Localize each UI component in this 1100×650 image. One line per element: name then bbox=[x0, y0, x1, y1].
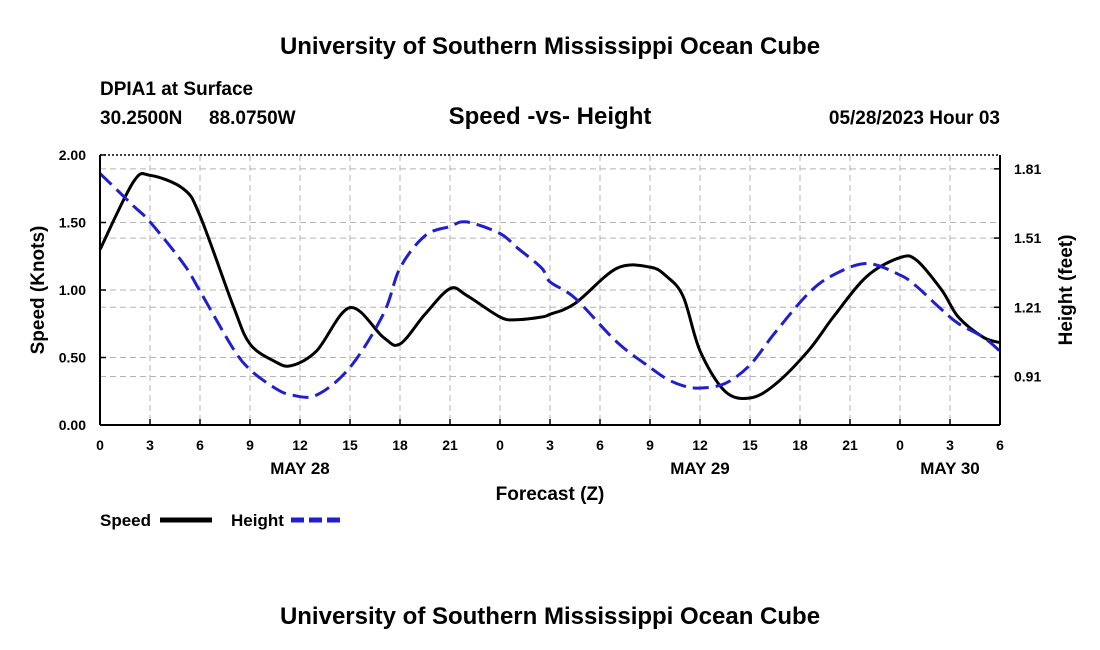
y-tick-label-right: 1.21 bbox=[1014, 299, 1041, 315]
y-tick-label-right: 1.51 bbox=[1014, 230, 1041, 246]
legend-label-speed: Speed bbox=[100, 511, 151, 530]
tick-labels: 0 3 6 9 12 15 18 21 0 3 6 9 12 15 18 21 0 3 6 MAY 28 MAY 29 M… bbox=[59, 147, 1042, 478]
forecast-timestamp: 05/28/2023 Hour 03 bbox=[829, 108, 1000, 129]
x-tick-label: 0 bbox=[96, 437, 104, 453]
legend-label-height: Height bbox=[231, 511, 284, 530]
x-tick-label: 3 bbox=[546, 437, 554, 453]
x-tick-label: 6 bbox=[596, 437, 604, 453]
legend: Speed Height bbox=[100, 511, 343, 530]
station-name: DPIA1 at Surface bbox=[100, 79, 253, 100]
x-tick-label: 21 bbox=[842, 437, 858, 453]
x-date-label: MAY 28 bbox=[270, 459, 330, 478]
chart-title: Speed -vs- Height bbox=[449, 103, 652, 130]
grid-lines bbox=[100, 155, 1000, 425]
x-tick-label: 0 bbox=[896, 437, 904, 453]
series-line-height bbox=[98, 172, 1001, 399]
x-tick-label: 3 bbox=[946, 437, 954, 453]
x-tick-label: 18 bbox=[392, 437, 408, 453]
y-tick-label-right: 1.81 bbox=[1014, 161, 1041, 177]
y-tick-label-right: 0.91 bbox=[1014, 369, 1041, 385]
x-date-label: MAY 30 bbox=[920, 459, 980, 478]
y-axis-label-left: Speed (Knots) bbox=[28, 226, 49, 355]
x-tick-label: 6 bbox=[196, 437, 204, 453]
station-longitude: 88.0750W bbox=[209, 108, 296, 129]
x-tick-label: 15 bbox=[742, 437, 758, 453]
x-tick-label: 6 bbox=[996, 437, 1004, 453]
x-tick-label: 12 bbox=[292, 437, 308, 453]
x-tick-label: 15 bbox=[342, 437, 358, 453]
y-tick-label-left: 1.00 bbox=[59, 282, 86, 298]
footer-title: University of Southern Mississippi Ocean… bbox=[280, 603, 820, 630]
station-latitude: 30.2500N bbox=[100, 108, 182, 129]
x-tick-label: 18 bbox=[792, 437, 808, 453]
y-tick-label-left: 2.00 bbox=[59, 147, 86, 163]
page-title: University of Southern Mississippi Ocean… bbox=[280, 33, 820, 60]
x-axis-label: Forecast (Z) bbox=[496, 484, 605, 505]
series-line-speed bbox=[98, 172, 1001, 401]
x-tick-label: 21 bbox=[442, 437, 458, 453]
y-tick-label-left: 0.50 bbox=[59, 350, 86, 366]
y-axis-label-right: Height (feet) bbox=[1056, 235, 1077, 346]
x-tick-label: 3 bbox=[146, 437, 154, 453]
x-tick-label: 0 bbox=[496, 437, 504, 453]
series-lines bbox=[98, 172, 1001, 401]
x-tick-label: 12 bbox=[692, 437, 708, 453]
axes bbox=[99, 154, 1001, 426]
x-tick-label: 9 bbox=[246, 437, 254, 453]
x-tick-label: 9 bbox=[646, 437, 654, 453]
y-tick-label-left: 0.00 bbox=[59, 417, 86, 433]
y-tick-label-left: 1.50 bbox=[59, 215, 86, 231]
x-date-label: MAY 29 bbox=[670, 459, 730, 478]
